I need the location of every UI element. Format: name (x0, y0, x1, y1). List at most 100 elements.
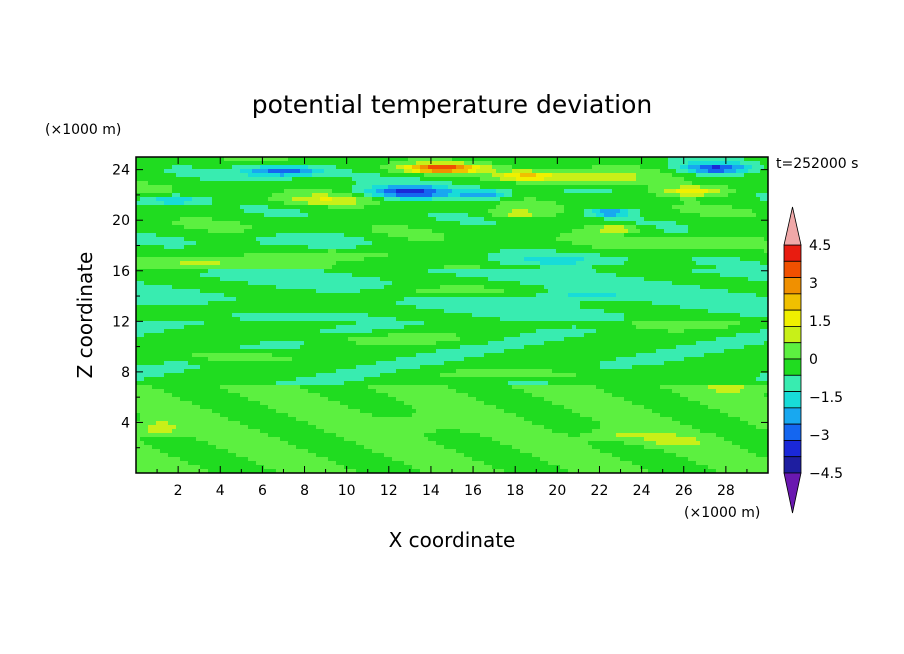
field-cell (316, 161, 321, 166)
field-cell (696, 253, 701, 258)
field-cell (136, 245, 141, 250)
field-cell (532, 169, 537, 174)
field-cell (428, 277, 433, 282)
field-cell (624, 193, 629, 198)
field-cell (724, 273, 729, 278)
field-cell (332, 281, 337, 286)
field-cell (488, 253, 493, 258)
field-cell (252, 281, 257, 286)
field-cell (420, 209, 425, 214)
field-cell (636, 197, 641, 202)
field-cell (248, 169, 253, 174)
field-cell (600, 229, 605, 234)
field-cell (380, 197, 385, 202)
field-cell (268, 281, 273, 286)
field-cell (660, 193, 665, 198)
field-cell (556, 169, 561, 174)
field-cell (440, 265, 445, 270)
field-cell (552, 225, 557, 230)
field-cell (300, 277, 305, 282)
field-cell (520, 253, 525, 258)
field-cell (764, 241, 768, 246)
field-cell (208, 217, 213, 222)
field-cell (448, 169, 453, 174)
field-cell (272, 253, 277, 258)
field-cell (492, 225, 497, 230)
field-cell (548, 249, 553, 254)
field-cell (652, 205, 657, 210)
field-cell (292, 225, 297, 230)
field-cell (444, 165, 449, 170)
field-cell (308, 221, 313, 226)
field-cell (384, 185, 389, 190)
field-cell (236, 205, 241, 210)
field-cell (204, 241, 209, 246)
field-cell (212, 193, 217, 198)
field-cell (436, 249, 441, 254)
field-cell (336, 245, 341, 250)
field-cell (728, 225, 733, 230)
field-cell (516, 213, 521, 218)
field-cell (604, 225, 609, 230)
field-cell (308, 189, 313, 194)
field-cell (624, 169, 629, 174)
field-cell (188, 229, 193, 234)
field-cell (156, 241, 161, 246)
field-cell (176, 233, 181, 238)
field-cell (436, 161, 441, 166)
field-cell (156, 209, 161, 214)
field-cell (664, 181, 669, 186)
field-cell (140, 189, 145, 194)
field-cell (316, 281, 321, 286)
field-cell (596, 233, 601, 238)
field-cell (256, 181, 261, 186)
field-cell (436, 245, 441, 250)
field-cell (236, 177, 241, 182)
field-cell (500, 261, 505, 266)
field-cell (676, 193, 681, 198)
field-cell (540, 165, 545, 170)
field-cell (168, 185, 173, 190)
field-cell (268, 157, 273, 162)
field-cell (504, 273, 509, 278)
field-cell (692, 245, 697, 250)
field-cell (296, 165, 301, 170)
field-cell (688, 157, 693, 162)
field-cell (448, 261, 453, 266)
field-cell (712, 241, 717, 246)
field-cell (720, 193, 725, 198)
field-cell (484, 273, 489, 278)
field-cell (540, 249, 545, 254)
field-cell (508, 213, 513, 218)
field-cell (172, 273, 177, 278)
field-cell (444, 201, 449, 206)
field-cell (232, 245, 237, 250)
field-cell (216, 229, 221, 234)
field-cell (688, 269, 693, 274)
field-cell (236, 233, 241, 238)
field-cell (300, 201, 305, 206)
field-cell (668, 213, 673, 218)
field-cell (136, 157, 141, 162)
field-cell (288, 205, 293, 210)
field-cell (380, 261, 385, 266)
field-cell (460, 277, 465, 282)
field-cell (608, 165, 613, 170)
field-cell (648, 205, 653, 210)
field-cell (168, 245, 173, 250)
field-cell (192, 241, 197, 246)
field-cell (232, 193, 237, 198)
field-cell (192, 197, 197, 202)
field-cell (292, 193, 297, 198)
field-cell (244, 173, 249, 178)
field-cell (512, 253, 517, 258)
field-cell (516, 237, 521, 242)
field-cell (700, 237, 705, 242)
field-cell (364, 225, 369, 230)
field-cell (300, 273, 305, 278)
field-cell (684, 269, 689, 274)
field-cell (564, 189, 569, 194)
field-cell (504, 161, 509, 166)
field-cell (732, 165, 737, 170)
field-cell (284, 205, 289, 210)
